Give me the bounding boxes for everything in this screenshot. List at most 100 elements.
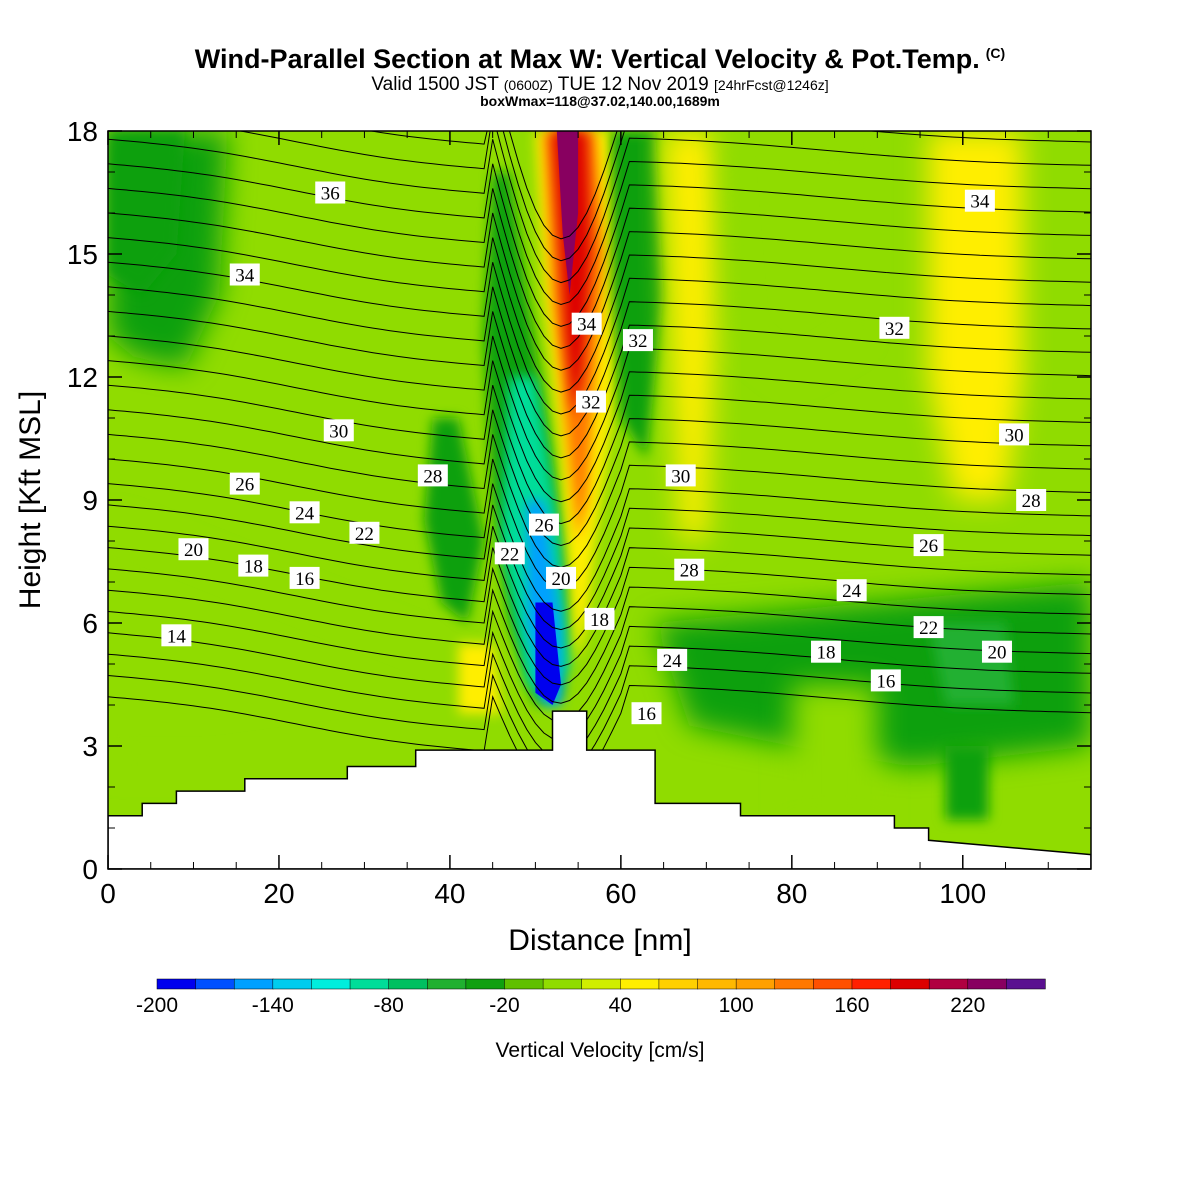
colorbar-swatch bbox=[272, 978, 313, 990]
contour-label: 26 bbox=[913, 534, 944, 557]
contour-label-text: 30 bbox=[1005, 425, 1024, 446]
colorbar: -200 -140 -80 -20 40 100 160 220 bbox=[136, 978, 1046, 1017]
contour-label-text: 28 bbox=[423, 466, 442, 487]
contour-label-bg bbox=[811, 640, 842, 663]
colorbar-swatch bbox=[813, 978, 853, 990]
x-tick-label: 40 bbox=[434, 878, 465, 909]
contour-label-bg bbox=[913, 534, 944, 557]
contour-label: 22 bbox=[913, 616, 944, 639]
contour-label-text: 24 bbox=[295, 503, 315, 524]
contour-label: 30 bbox=[323, 419, 354, 442]
isentrope bbox=[108, 483, 1091, 612]
contour-label-text: 22 bbox=[500, 544, 519, 565]
contour-label-text: 16 bbox=[876, 671, 895, 692]
isentrope bbox=[108, 409, 1091, 547]
contour-label-bg bbox=[999, 423, 1030, 446]
colorbar-swatch bbox=[542, 978, 583, 990]
contour-label-text: 34 bbox=[235, 266, 255, 287]
contour-label-text: 26 bbox=[235, 475, 254, 496]
contour-label: 32 bbox=[575, 390, 606, 414]
x-tick-label: 100 bbox=[939, 878, 986, 909]
contour-label-bg bbox=[631, 702, 662, 725]
contour-label-bg bbox=[674, 558, 705, 581]
contour-label: 32 bbox=[622, 329, 653, 352]
contour-label: 18 bbox=[811, 640, 842, 664]
colorbar-swatch bbox=[890, 978, 930, 990]
isentrope bbox=[108, 138, 1091, 306]
contour-label: 34 bbox=[229, 263, 260, 287]
contour-label-text: 22 bbox=[355, 524, 374, 545]
contour-label-text: 24 bbox=[663, 651, 683, 672]
contour-label: 34 bbox=[571, 312, 602, 336]
contour-label-bg bbox=[584, 607, 615, 630]
contour-label: 16 bbox=[631, 702, 662, 725]
chart-title-text: Wind-Parallel Section at Max W: Vertical… bbox=[194, 44, 980, 74]
colorbar-swatch bbox=[233, 978, 274, 990]
contour-label-text: 16 bbox=[295, 569, 314, 590]
colorbar-swatch bbox=[195, 978, 235, 990]
colorbar-swatch bbox=[504, 978, 544, 990]
contour-label-text: 30 bbox=[671, 466, 690, 487]
colorbar-swatch bbox=[311, 978, 351, 990]
colorbar-swatch bbox=[388, 978, 428, 990]
contour-label-bg bbox=[417, 464, 448, 487]
colorbar-label: -200 bbox=[136, 994, 178, 1017]
colorbar-label: 160 bbox=[834, 994, 869, 1017]
contour-label: 24 bbox=[289, 501, 320, 524]
contour-label-bg bbox=[571, 312, 602, 335]
valid-zulu: (0600Z) bbox=[503, 77, 553, 93]
contour-label: 18 bbox=[238, 554, 269, 578]
colorbar-swatch bbox=[735, 978, 776, 990]
contour-label: 14 bbox=[161, 624, 192, 647]
contour-label-bg bbox=[879, 316, 910, 339]
colorbar-title: Vertical Velocity [cm/s] bbox=[496, 1039, 705, 1062]
contour-label: 26 bbox=[229, 472, 260, 496]
x-tick-label: 60 bbox=[605, 878, 636, 909]
contour-label-text: 32 bbox=[581, 393, 600, 414]
contour-label: 24 bbox=[657, 648, 688, 672]
chart-title: Wind-Parallel Section at Max W: Vertical… bbox=[0, 44, 1200, 75]
contour-label-text: 28 bbox=[1022, 491, 1041, 512]
contour-label-bg bbox=[575, 390, 606, 413]
y-tick-label: 18 bbox=[67, 116, 98, 147]
contour-label: 20 bbox=[178, 538, 209, 561]
contour-label-text: 20 bbox=[987, 643, 1006, 664]
contour-label: 16 bbox=[289, 566, 320, 590]
contour-label: 20 bbox=[981, 640, 1012, 664]
isentrope bbox=[108, 286, 1091, 437]
isentrope bbox=[108, 458, 1091, 590]
contour-label: 30 bbox=[999, 423, 1030, 446]
y-tick-label: 0 bbox=[82, 854, 98, 885]
contour-label-bg bbox=[323, 419, 354, 442]
isentrope bbox=[108, 586, 1091, 704]
x-tick-label: 0 bbox=[100, 878, 116, 909]
colorbar-swatch bbox=[1006, 978, 1046, 990]
y-tick-label: 9 bbox=[82, 485, 98, 516]
colorbar-swatch bbox=[851, 978, 892, 990]
contour-label-bg bbox=[289, 566, 320, 589]
contour-label: 28 bbox=[417, 464, 448, 487]
isentrope bbox=[237, 131, 1091, 284]
contour-label: 22 bbox=[494, 542, 525, 565]
downdraft-region bbox=[612, 131, 664, 459]
valid-prefix: Valid 1500 JST bbox=[371, 74, 499, 95]
isentrope bbox=[508, 131, 618, 240]
colorbar-label: -80 bbox=[373, 994, 403, 1017]
contour-label-bg bbox=[229, 263, 260, 286]
contour-label-text: 30 bbox=[329, 421, 348, 442]
colorbar-label: 100 bbox=[719, 994, 754, 1017]
valid-date: TUE 12 Nov 2019 bbox=[557, 74, 709, 95]
contour-label-text: 18 bbox=[817, 643, 836, 664]
contour-label-text: 20 bbox=[184, 540, 203, 561]
contour-label-bg bbox=[622, 329, 653, 352]
contour-label: 22 bbox=[349, 521, 380, 545]
contour-label-bg bbox=[964, 189, 995, 212]
isentrope bbox=[108, 261, 1091, 415]
contour-label-bg bbox=[546, 566, 577, 589]
contour-label: 34 bbox=[964, 189, 995, 213]
contour-label: 26 bbox=[528, 513, 559, 537]
contour-label-text: 34 bbox=[970, 192, 990, 213]
copyright-mark: (C) bbox=[985, 45, 1006, 61]
contour-label-text: 26 bbox=[919, 536, 938, 557]
chart-subtitle: Valid 1500 JST (0600Z) TUE 12 Nov 2019 [… bbox=[0, 74, 1200, 96]
